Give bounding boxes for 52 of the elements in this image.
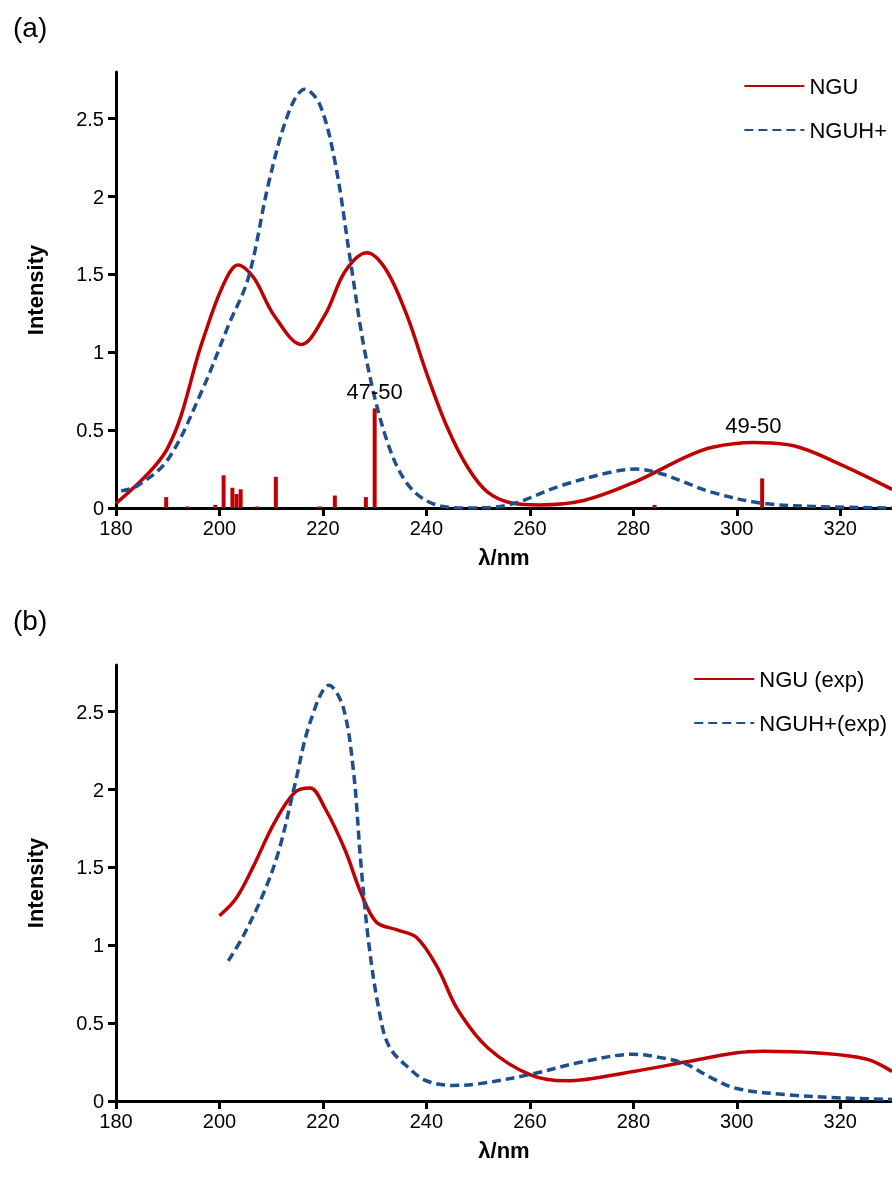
x-tick-label: 260 <box>513 517 547 539</box>
legend-label: NGUH+ <box>809 117 887 143</box>
y-tick-label: 2.5 <box>76 700 104 723</box>
bar <box>332 495 337 508</box>
x-axis-title: λ/nm <box>478 544 530 570</box>
y-tick-label: 1 <box>92 341 104 364</box>
bar <box>760 478 765 508</box>
y-tick-label: 1 <box>92 934 104 957</box>
bar <box>372 408 377 508</box>
x-axis-title: λ/nm <box>478 1137 530 1163</box>
y-axis-title: Intensity <box>22 837 48 929</box>
line-series <box>217 786 892 1083</box>
y-tick-label: 2.5 <box>76 107 104 130</box>
bar <box>221 475 226 508</box>
bar <box>230 487 235 508</box>
bar <box>213 504 218 508</box>
x-tick-label: 240 <box>409 517 444 539</box>
bar <box>363 497 368 508</box>
annotation: 49-50 <box>725 413 782 439</box>
x-tick-label: 300 <box>720 517 754 539</box>
y-tick-label: 1.5 <box>76 263 104 286</box>
y-tick-label: 0.5 <box>76 1012 104 1035</box>
bar <box>164 497 169 508</box>
x-tick-label: 180 <box>99 1110 133 1132</box>
y-tick-label: 0 <box>92 497 104 519</box>
x-tick-label: 220 <box>306 1110 340 1132</box>
bar <box>273 476 278 508</box>
x-tick-label: 200 <box>202 517 237 539</box>
x-tick-label: 320 <box>823 1110 857 1132</box>
bar <box>238 489 243 508</box>
x-tick-label: 280 <box>616 517 651 539</box>
y-tick-label: 0.5 <box>76 419 104 442</box>
y-tick-label: 1.5 <box>76 856 104 879</box>
x-tick-label: 180 <box>99 517 133 539</box>
bar <box>652 504 657 508</box>
y-axis-title: Intensity <box>22 244 48 336</box>
x-tick-label: 280 <box>616 1110 651 1132</box>
annotation: 47-50 <box>346 378 403 404</box>
y-tick-label: 2 <box>92 778 104 801</box>
x-tick-label: 200 <box>202 1110 237 1132</box>
x-tick-label: 260 <box>513 1110 547 1132</box>
x-tick-label: 240 <box>409 1110 444 1132</box>
x-tick-label: 320 <box>823 517 857 539</box>
chart-title: (a) <box>13 11 48 43</box>
legend-label: NGU (exp) <box>759 666 865 692</box>
x-tick-label: 300 <box>720 1110 754 1132</box>
x-tick-label: 220 <box>306 517 340 539</box>
y-tick-label: 2 <box>92 185 104 208</box>
legend-label: NGU <box>809 73 859 99</box>
y-tick-label: 0 <box>92 1090 104 1112</box>
legend-label: NGUH+(exp) <box>759 710 887 736</box>
chart-title: (b) <box>13 604 48 636</box>
